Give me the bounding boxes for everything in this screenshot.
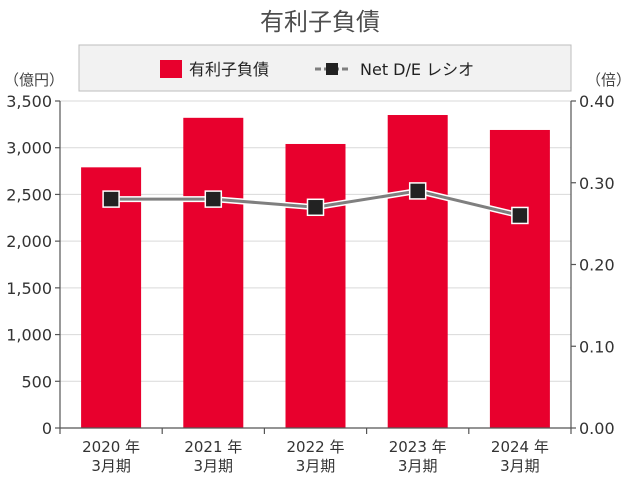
bar-1 [183,117,244,429]
left-tick-label-6: 3,000 [6,139,52,158]
right-tick-label-3: 0.30 [579,174,615,193]
x-tick-label-period-0: 3月期 [91,457,131,475]
bar-3 [387,115,448,428]
ratio-line [102,182,529,225]
legend-label-line: Net D/E レシオ [360,60,474,79]
bars [81,115,550,429]
ratio-point-1 [204,190,223,208]
x-tick-label-year-0: 2020 年 [82,438,140,456]
legend-swatch-bar [160,60,182,78]
right-axis-unit: （倍） [586,71,631,89]
right-axis-ticks: 0.00 0.10 0.20 0.30 0.40 [571,92,615,438]
left-tick-label-7: 3,500 [6,92,52,111]
chart-title: 有利子負債 [260,8,380,36]
x-tick-label-year-1: 2021 年 [184,438,242,456]
x-tick-label-year-2: 2022 年 [287,438,345,456]
right-tick-label-4: 0.40 [579,92,615,111]
x-tick-label-year-4: 2024 年 [491,438,549,456]
ratio-point-2 [306,198,325,217]
right-tick-label-0: 0.00 [579,419,615,438]
left-tick-label-3: 1,500 [6,279,52,298]
left-tick-label-4: 2,000 [6,232,52,251]
ratio-point-0 [102,190,120,208]
x-tick-label-period-1: 3月期 [194,457,234,475]
ratio-point-4 [511,206,529,225]
ratio-point-3 [408,182,427,200]
right-tick-label-2: 0.20 [579,256,615,275]
x-tick-label-period-3: 3月期 [398,457,438,475]
left-tick-label-1: 500 [21,372,52,391]
legend-swatch-marker [326,63,338,75]
legend-label-bar: 有利子負債 [189,60,269,79]
bar-0 [81,167,142,428]
x-tick-label-period-4: 3月期 [500,457,540,475]
x-tick-label-period-2: 3月期 [296,457,336,475]
left-tick-label-2: 1,000 [6,326,52,345]
bar-4 [489,129,550,428]
left-tick-label-0: 0 [42,419,52,438]
left-axis-ticks: 0 500 1,000 1,500 2,000 2,500 3,000 3,500 [6,92,60,438]
right-tick-label-1: 0.10 [579,337,615,356]
left-tick-label-5: 2,500 [6,185,52,204]
x-tick-label-year-3: 2023 年 [389,438,447,456]
left-axis-unit: （億円） [4,71,64,89]
bar-2 [285,143,346,428]
